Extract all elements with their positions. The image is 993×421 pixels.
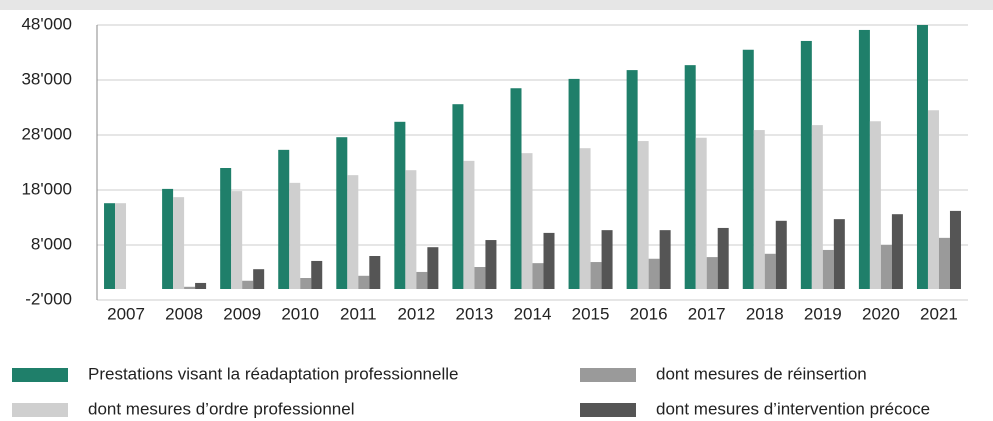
bar [590, 262, 602, 289]
legend-label: dont mesures de réinsertion [656, 364, 867, 383]
x-tick-label: 2008 [165, 304, 203, 323]
x-tick-label: 2018 [746, 304, 784, 323]
bar [775, 220, 787, 289]
bar [601, 230, 613, 289]
bar [485, 240, 497, 289]
bar [891, 214, 903, 289]
bar [358, 275, 370, 289]
x-tick-label: 2016 [630, 304, 668, 323]
bar [463, 160, 475, 289]
bar [416, 271, 428, 289]
bar [242, 280, 254, 289]
bar [231, 191, 243, 289]
legend-swatch [12, 403, 68, 417]
bar [253, 269, 265, 289]
bar [869, 121, 881, 289]
bar [278, 149, 290, 289]
bar [858, 29, 870, 289]
bar [104, 203, 116, 289]
bar [811, 125, 823, 289]
y-tick-label: 38'000 [21, 69, 72, 88]
bar [510, 88, 522, 289]
bar [405, 170, 417, 289]
bar [684, 65, 696, 290]
x-tick-label: 2011 [340, 304, 377, 323]
bar [822, 249, 834, 289]
x-tick-label: 2015 [572, 304, 610, 323]
bar [764, 253, 776, 289]
bar [184, 286, 196, 289]
y-tick-label: 18'000 [21, 179, 72, 198]
bar [220, 168, 232, 289]
bar [115, 203, 127, 289]
x-tick-label: 2010 [281, 304, 319, 323]
bar [626, 70, 638, 289]
bar [753, 130, 765, 289]
bar [706, 257, 718, 289]
bar [521, 153, 533, 289]
x-tick-label: 2017 [688, 304, 726, 323]
y-tick-label: 48'000 [21, 14, 72, 33]
bar [927, 110, 939, 289]
bar [648, 258, 660, 289]
top-band [0, 0, 993, 10]
x-tick-label: 2009 [223, 304, 261, 323]
x-tick-label: 2013 [456, 304, 494, 323]
bar [394, 121, 406, 289]
bar [717, 227, 729, 289]
legend-swatch [580, 403, 636, 417]
x-tick-label: 2012 [397, 304, 435, 323]
bar [543, 232, 555, 289]
legend-label: dont mesures d’intervention précoce [656, 399, 930, 418]
bar [742, 49, 754, 289]
bar [637, 141, 649, 289]
bar [916, 25, 928, 289]
x-tick-label: 2021 [920, 304, 958, 323]
bar [300, 278, 312, 289]
y-tick-label: 28'000 [21, 124, 72, 143]
x-tick-label: 2014 [514, 304, 552, 323]
bar [833, 219, 845, 289]
bar [195, 282, 207, 289]
legend-label: dont mesures d’ordre professionnel [88, 399, 354, 418]
bar [800, 40, 812, 290]
legend-label: Prestations visant la réadaptation profe… [88, 364, 458, 383]
legend-swatch [580, 368, 636, 382]
bar [938, 237, 950, 289]
bar [695, 137, 707, 289]
y-tick-label: -2'000 [25, 289, 72, 308]
x-tick-label: 2007 [107, 304, 145, 323]
bar [880, 245, 892, 289]
x-tick-label: 2019 [804, 304, 842, 323]
bar [568, 78, 580, 290]
bar [311, 260, 323, 289]
bar [659, 230, 671, 289]
bar [579, 148, 591, 289]
bar [452, 104, 464, 289]
bar [173, 197, 185, 289]
bar [289, 182, 301, 289]
bar [369, 256, 381, 289]
bar [532, 263, 544, 289]
bar [347, 175, 359, 289]
bar [474, 267, 486, 289]
legend-swatch [12, 368, 68, 382]
bar [162, 188, 174, 289]
bar [336, 137, 348, 289]
bar [949, 210, 961, 289]
y-tick-label: 8'000 [31, 234, 72, 253]
bar [427, 247, 439, 289]
x-tick-label: 2020 [862, 304, 900, 323]
